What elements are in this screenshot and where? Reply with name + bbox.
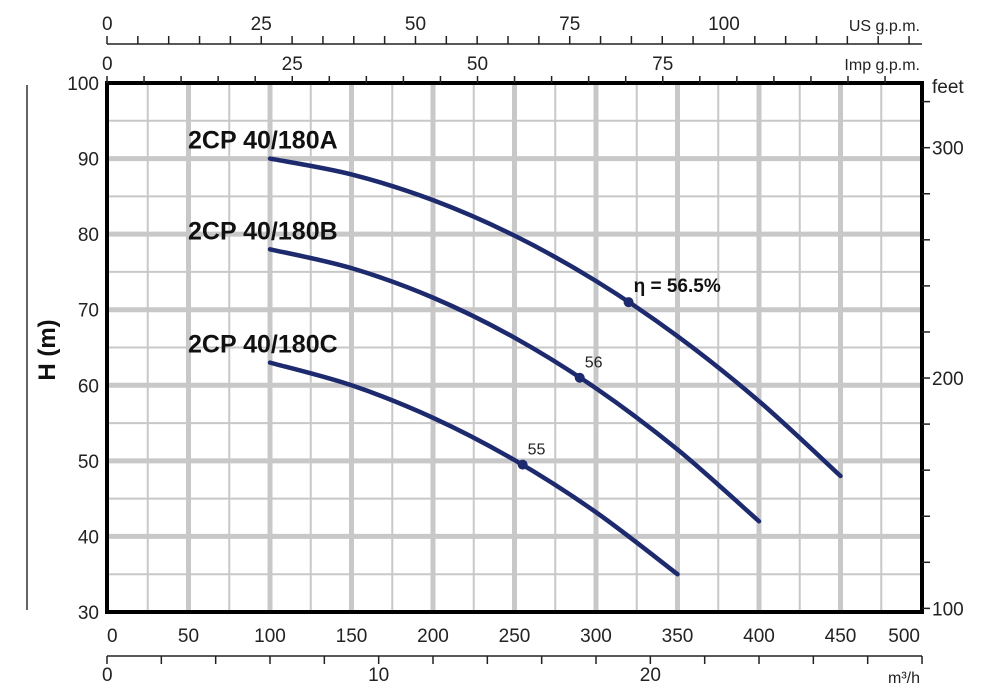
us-gpm-axis-tick-label: 75 (559, 14, 580, 35)
x-tick-label: 50 (178, 626, 199, 647)
feet-axis-tick-label: 100 (932, 599, 964, 620)
m3h-axis-tick-label: 20 (640, 665, 661, 686)
y-tick-label: 50 (78, 452, 99, 473)
x-tick-label: 200 (417, 626, 449, 647)
x-tick-label: 150 (336, 626, 368, 647)
efficiency-label: η = 56.5% (634, 276, 721, 297)
imp-gpm-axis-tick-label: 0 (102, 54, 113, 75)
series-label: 2CP 40/180C (188, 331, 338, 359)
y-tick-label: 30 (78, 603, 99, 624)
us-gpm-axis-tick-label: 50 (405, 14, 426, 35)
m3h-axis-label: m³/h (888, 670, 920, 687)
x-tick-label: 300 (580, 626, 612, 647)
series-label: 2CP 40/180A (188, 127, 338, 155)
feet-axis-tick-label: 200 (932, 369, 964, 390)
y-tick-label: 90 (78, 150, 99, 171)
us-gpm-axis-label: US g.p.m. (849, 18, 920, 35)
y-tick-label: 100 (67, 74, 99, 95)
imp-gpm-axis-tick-label: 50 (467, 54, 488, 75)
x-tick-label: 400 (743, 626, 775, 647)
x-tick-label: 450 (825, 626, 857, 647)
efficiency-point (517, 459, 528, 470)
us-gpm-axis-tick-label: 100 (708, 14, 740, 35)
efficiency-label: 55 (528, 442, 546, 459)
series-line-1 (267, 247, 762, 524)
grid (107, 83, 922, 612)
series-line-0 (267, 156, 843, 479)
y-tick-label: 40 (78, 527, 99, 548)
series-group: 2CP 40/180A η = 56.5% 2CP 40/180B 56 2CP 40/… (188, 127, 843, 577)
us-gpm-axis-tick-label: 0 (102, 14, 113, 35)
imp-gpm-axis-label: Imp g.p.m. (844, 57, 920, 74)
y-axis-title: H (m) (34, 319, 61, 380)
efficiency-point (623, 297, 634, 308)
axes: 0 50 100 150 200 250 300 350 400 450 5003040506070… (67, 14, 964, 687)
series-line-2 (267, 360, 680, 577)
x-tick-label: 100 (254, 626, 286, 647)
efficiency-point (574, 372, 585, 383)
us-gpm-axis-tick-label: 25 (251, 14, 272, 35)
m3h-axis-tick-label: 10 (368, 665, 389, 686)
x-tick-label: 250 (499, 626, 531, 647)
m3h-axis-tick-label: 0 (102, 665, 113, 686)
y-tick-label: 70 (78, 301, 99, 322)
imp-gpm-axis-tick-label: 25 (282, 54, 303, 75)
x-tick-label: 350 (662, 626, 694, 647)
efficiency-label: 56 (585, 355, 603, 372)
feet-axis-label: feet (932, 77, 964, 98)
y-tick-label: 80 (78, 225, 99, 246)
series-label: 2CP 40/180B (188, 217, 338, 245)
imp-gpm-axis-tick-label: 75 (652, 54, 673, 75)
feet-axis-tick-label: 300 (932, 139, 964, 160)
x-tick-label: 500 (888, 626, 920, 647)
y-tick-label: 60 (78, 376, 99, 397)
x-tick-label: 0 (107, 626, 118, 647)
